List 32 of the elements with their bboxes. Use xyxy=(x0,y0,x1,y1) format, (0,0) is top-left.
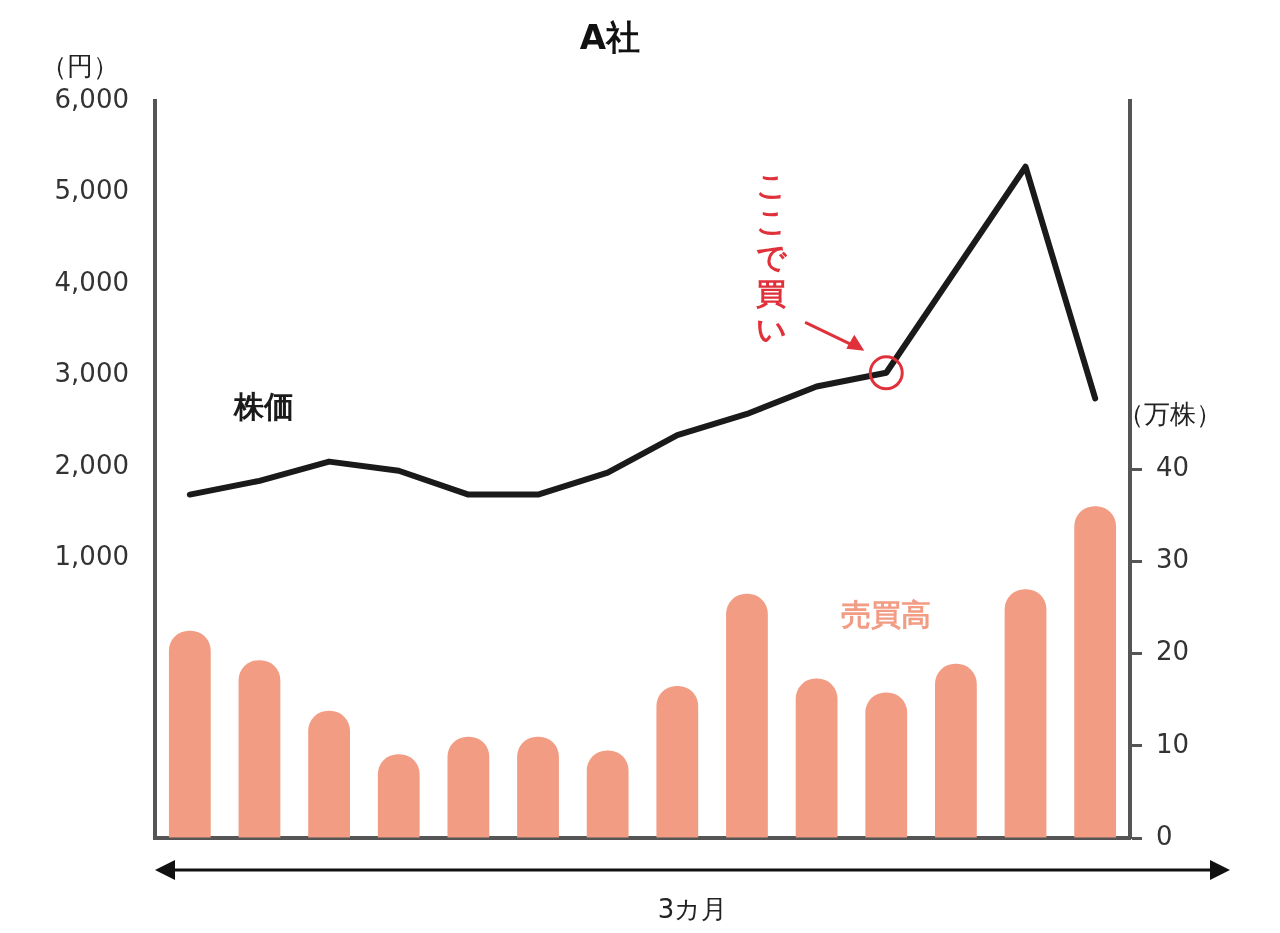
bar xyxy=(586,750,629,838)
bar xyxy=(447,736,490,838)
annotation: ここで買い xyxy=(755,167,788,347)
chart-title: A社 xyxy=(579,17,641,58)
y-tick-label: 5,000 xyxy=(54,175,129,206)
y-tick-label: 2,000 xyxy=(54,449,129,480)
bar xyxy=(656,685,699,838)
y2-tick-label: 30 xyxy=(1156,544,1190,575)
y-tick-label: 6,000 xyxy=(54,83,129,114)
x-axis-title: 3カ月 xyxy=(657,893,728,924)
y2-tick-label: 20 xyxy=(1156,636,1190,667)
y2-tick-label: 40 xyxy=(1156,452,1190,483)
bar xyxy=(1004,589,1047,838)
bar xyxy=(168,630,211,838)
y2-tick-label: 0 xyxy=(1156,820,1173,851)
series-label: 売買高 xyxy=(841,597,932,633)
y-tick-label: 3,000 xyxy=(54,358,129,389)
bar xyxy=(238,660,281,838)
bar xyxy=(865,692,908,838)
bar xyxy=(726,593,768,838)
bar xyxy=(1074,506,1117,838)
y2-tick-label: 10 xyxy=(1156,728,1190,759)
bar xyxy=(377,754,420,838)
series-label: 株価 xyxy=(233,388,295,424)
bar xyxy=(935,663,977,838)
y-tick-label: 4,000 xyxy=(54,266,129,297)
y-axis-title: （円） xyxy=(41,50,119,81)
bar xyxy=(308,710,350,838)
bar xyxy=(517,736,559,838)
bar xyxy=(795,678,838,838)
y-tick-label: 1,000 xyxy=(54,541,129,572)
y2-axis-title: （万株） xyxy=(1118,399,1222,430)
